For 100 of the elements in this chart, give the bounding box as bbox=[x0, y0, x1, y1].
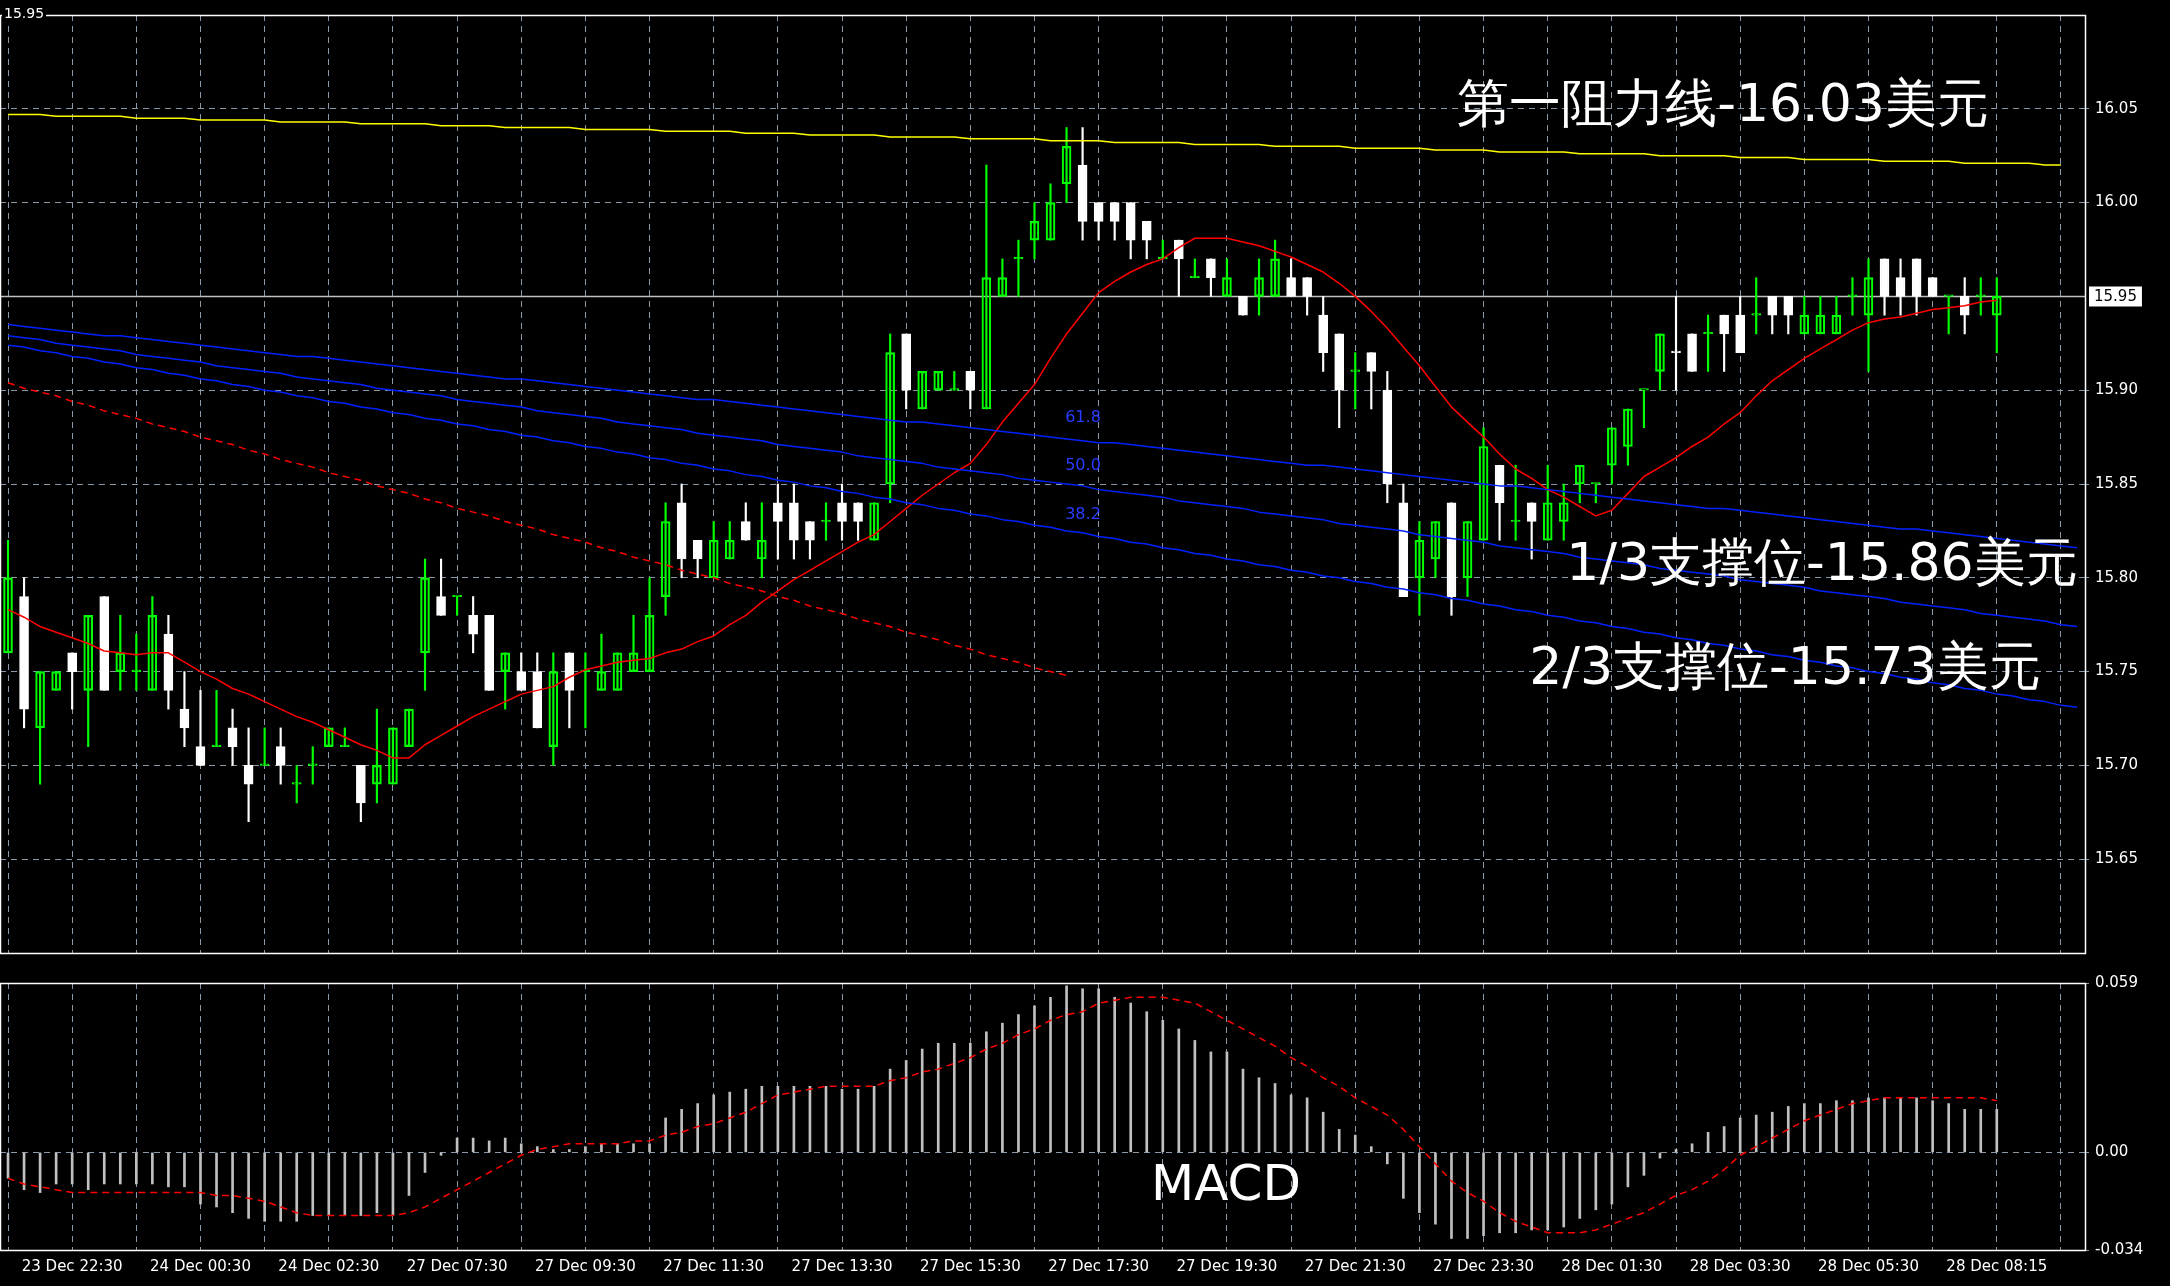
bar bbox=[1065, 985, 1068, 1153]
bar bbox=[487, 1140, 491, 1153]
y-tick-label: 15.85 bbox=[2095, 473, 2138, 492]
bar bbox=[1803, 1103, 1806, 1153]
bar bbox=[552, 1149, 555, 1153]
bar bbox=[199, 1152, 202, 1205]
annotation: 50.0 bbox=[1065, 455, 1101, 475]
candlestick bbox=[1013, 239, 1024, 297]
bar bbox=[231, 1152, 234, 1214]
bar bbox=[1498, 1152, 1501, 1234]
x-tick-label: 27 Dec 21:30 bbox=[1304, 1256, 1406, 1275]
bar bbox=[1995, 1108, 1999, 1153]
bar bbox=[1738, 1117, 1742, 1153]
bar bbox=[118, 1152, 122, 1185]
bar bbox=[1594, 1152, 1598, 1211]
bar bbox=[952, 1042, 956, 1153]
bar bbox=[1369, 1146, 1373, 1153]
bar bbox=[1081, 988, 1084, 1153]
x-tick-label: 27 Dec 13:30 bbox=[791, 1256, 893, 1275]
y-tick-label: 15.90 bbox=[2095, 380, 2138, 399]
bar bbox=[1466, 1152, 1469, 1239]
bar bbox=[1402, 1152, 1405, 1199]
bar bbox=[135, 1152, 138, 1185]
bar bbox=[503, 1137, 507, 1153]
y-tick-label: 15.70 bbox=[2095, 755, 2138, 774]
bar bbox=[1450, 1152, 1453, 1239]
bar bbox=[1578, 1152, 1582, 1219]
x-tick-label: 28 Dec 01:30 bbox=[1561, 1256, 1663, 1275]
candlestick bbox=[179, 671, 190, 747]
bar bbox=[985, 1031, 988, 1153]
bar bbox=[904, 1060, 908, 1153]
bar bbox=[1546, 1152, 1550, 1231]
bar bbox=[1001, 1022, 1004, 1153]
bar bbox=[1530, 1152, 1533, 1231]
ref-line-label: 15.95 bbox=[2094, 287, 2137, 306]
bar bbox=[1418, 1152, 1421, 1214]
bar bbox=[744, 1088, 748, 1153]
candlestick bbox=[195, 690, 206, 766]
bar bbox=[1963, 1108, 1967, 1153]
y-tick-label: 15.75 bbox=[2095, 661, 2138, 680]
bar bbox=[519, 1143, 523, 1153]
y-tick-label: 15.80 bbox=[2095, 567, 2138, 586]
x-tick-label: 27 Dec 17:30 bbox=[1048, 1256, 1150, 1275]
bar bbox=[1161, 1019, 1165, 1153]
bar bbox=[664, 1117, 667, 1153]
bar bbox=[535, 1146, 539, 1153]
bar bbox=[327, 1152, 331, 1216]
annotation: 15.95 bbox=[4, 4, 45, 21]
x-tick-label: 27 Dec 07:30 bbox=[406, 1256, 508, 1275]
bar bbox=[936, 1042, 940, 1153]
bar bbox=[712, 1094, 716, 1153]
bar bbox=[568, 1149, 571, 1153]
line-series bbox=[7, 996, 1998, 1234]
bar bbox=[1835, 1100, 1838, 1153]
x-tick-label: 28 Dec 05:30 bbox=[1818, 1256, 1919, 1275]
bar bbox=[648, 1143, 651, 1153]
candlestick bbox=[612, 652, 623, 691]
x-tick-label: 24 Dec 00:30 bbox=[150, 1256, 251, 1275]
bar bbox=[696, 1103, 699, 1153]
bar bbox=[1434, 1152, 1437, 1225]
bar bbox=[1915, 1097, 1918, 1153]
x-tick-label: 27 Dec 19:30 bbox=[1176, 1256, 1278, 1275]
bar bbox=[1754, 1114, 1758, 1153]
bar bbox=[1337, 1129, 1341, 1153]
bar bbox=[1562, 1152, 1566, 1228]
bar bbox=[247, 1152, 250, 1219]
bar bbox=[1386, 1152, 1389, 1165]
candlestick bbox=[211, 690, 222, 747]
bar bbox=[295, 1152, 299, 1222]
bar bbox=[1867, 1097, 1870, 1153]
bar bbox=[215, 1152, 218, 1208]
bar bbox=[1883, 1097, 1886, 1153]
y-tick-label: 16.05 bbox=[2095, 98, 2138, 117]
annotation: 38.2 bbox=[1065, 504, 1101, 524]
bar bbox=[1947, 1103, 1950, 1153]
bar bbox=[1177, 1028, 1181, 1153]
x-tick-label: 23 Dec 22:30 bbox=[21, 1256, 123, 1275]
bar bbox=[86, 1152, 90, 1191]
annotation: 第一阻力线-16.03美元 bbox=[1457, 72, 1989, 133]
candlestick bbox=[227, 708, 238, 766]
bar bbox=[311, 1152, 315, 1216]
y-tick-label: 0.00 bbox=[2095, 1142, 2129, 1161]
bar bbox=[1482, 1152, 1485, 1236]
bar bbox=[1899, 1097, 1902, 1153]
bar bbox=[1097, 988, 1100, 1153]
bar bbox=[1049, 997, 1052, 1153]
bar bbox=[343, 1152, 347, 1216]
x-tick-label: 27 Dec 15:30 bbox=[919, 1256, 1021, 1275]
bar bbox=[728, 1091, 732, 1153]
bar bbox=[1770, 1111, 1774, 1153]
bar bbox=[760, 1086, 764, 1153]
bar bbox=[1321, 1111, 1325, 1153]
bar bbox=[632, 1143, 635, 1153]
bar bbox=[1353, 1134, 1357, 1153]
bar bbox=[70, 1152, 74, 1185]
y-tick-label: -0.034 bbox=[2095, 1239, 2144, 1258]
bar bbox=[1514, 1152, 1517, 1234]
annotation: MACD bbox=[1151, 1153, 1301, 1212]
bar bbox=[151, 1152, 154, 1185]
bar bbox=[183, 1152, 186, 1188]
